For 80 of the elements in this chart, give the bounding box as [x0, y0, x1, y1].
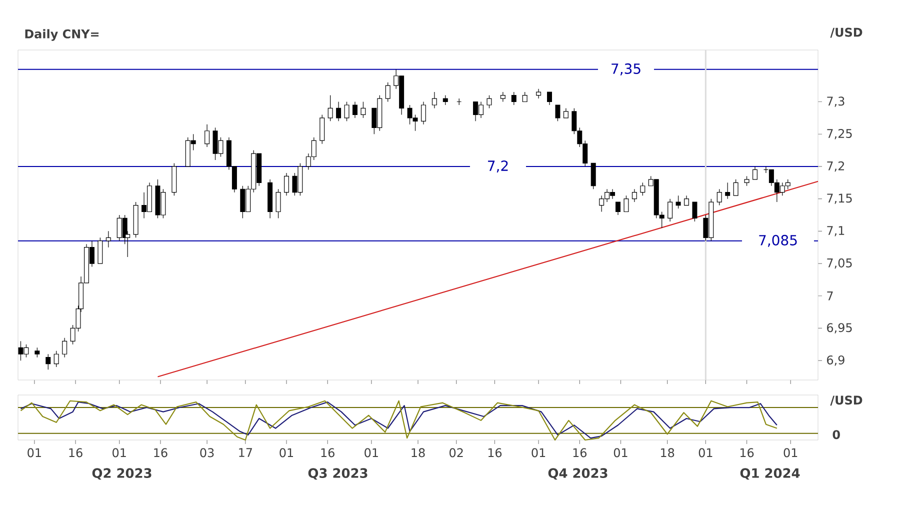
candlestick [344, 101, 350, 122]
y-tick-label: 7,1 [827, 226, 844, 236]
ref-line-label: 7,35 [612, 63, 640, 76]
x-tick-label: 16 [69, 448, 82, 458]
x-tick-label: 01 [784, 448, 798, 458]
ref-line-label: 7,085 [759, 234, 797, 247]
candlestick [692, 202, 698, 222]
x-tick-label: 16 [154, 448, 168, 458]
x-tick-label: 16 [488, 448, 502, 458]
candlestick [555, 104, 560, 122]
text: Q3 2023 [308, 468, 368, 480]
x-tick-label: 01 [532, 448, 546, 458]
x-tick-label: 01 [698, 448, 712, 458]
candlestick [522, 92, 528, 102]
candlestick [336, 101, 342, 122]
candlestick [684, 195, 689, 206]
y-tick-label: 7,25 [827, 128, 852, 140]
candlestick [640, 182, 646, 196]
candlestick [733, 179, 738, 196]
candlestick [62, 338, 68, 358]
candlestick [204, 124, 210, 148]
candlestick [547, 92, 552, 106]
x-tick-label: 16 [573, 448, 587, 458]
candlestick [284, 172, 289, 196]
x-tick-label: 18 [412, 448, 425, 458]
y-axis-title: /USD [830, 396, 862, 406]
x-tick-label: 01 [614, 448, 628, 458]
chart-title: Daily CNY= [25, 29, 99, 41]
candlestick [46, 354, 51, 370]
candlestick [563, 108, 568, 118]
candlestick [616, 202, 620, 216]
candlestick [486, 94, 492, 109]
candlestick [632, 188, 637, 202]
candlestick [54, 350, 59, 368]
x-tick-label: 02 [450, 448, 463, 458]
candlestick [276, 188, 281, 219]
y-tick-label: 7,3 [827, 96, 844, 107]
candlestick [98, 237, 103, 264]
x-tick-label: 01 [112, 448, 126, 458]
x-tick-label: 01 [28, 448, 41, 458]
candlestick [328, 94, 333, 122]
candlestick [352, 101, 358, 118]
x-tick-label: 03 [200, 448, 214, 458]
candlestick [752, 166, 758, 180]
candlestick [34, 347, 40, 358]
y-tick-label: 6,95 [827, 323, 852, 334]
candlestick [360, 101, 366, 118]
candlestick [511, 92, 516, 106]
y-tick-label: 7,15 [827, 194, 852, 204]
candlestick [725, 182, 730, 200]
candlestick [420, 101, 426, 125]
x-tick-label: 16 [321, 448, 334, 458]
text: Q1 2024 [740, 468, 800, 480]
candlestick [385, 82, 390, 102]
candlestick [744, 176, 750, 186]
candlestick [716, 188, 722, 206]
x-tick-label: 17 [239, 448, 252, 457]
candlestick [536, 88, 542, 99]
candlestick [624, 195, 629, 212]
candlestick [676, 195, 681, 209]
candlestick [590, 162, 596, 190]
candlestick [500, 92, 506, 102]
x-tick-label: 01 [280, 448, 293, 458]
candlestick [106, 230, 111, 248]
x-tick-label: 18 [661, 448, 674, 458]
ref-line-label: 7,2 [488, 160, 508, 172]
candlestick [320, 114, 325, 144]
x-tick-label: 16 [740, 448, 754, 458]
candlestick [668, 198, 673, 222]
candlestick [432, 92, 437, 109]
text: Q4 2023 [548, 468, 608, 480]
text: Q2 2023 [92, 468, 152, 480]
y-axis-title: /USD [830, 28, 862, 38]
y-tick-label: 7 [827, 292, 833, 300]
y-tick-label: 6,9 [827, 355, 844, 366]
y-tick-label: 7,05 [827, 258, 852, 269]
text: 0 [832, 430, 840, 440]
candlestick [442, 94, 448, 106]
y-tick-label: 7,2 [827, 161, 844, 172]
x-tick-label: 01 [364, 448, 378, 458]
